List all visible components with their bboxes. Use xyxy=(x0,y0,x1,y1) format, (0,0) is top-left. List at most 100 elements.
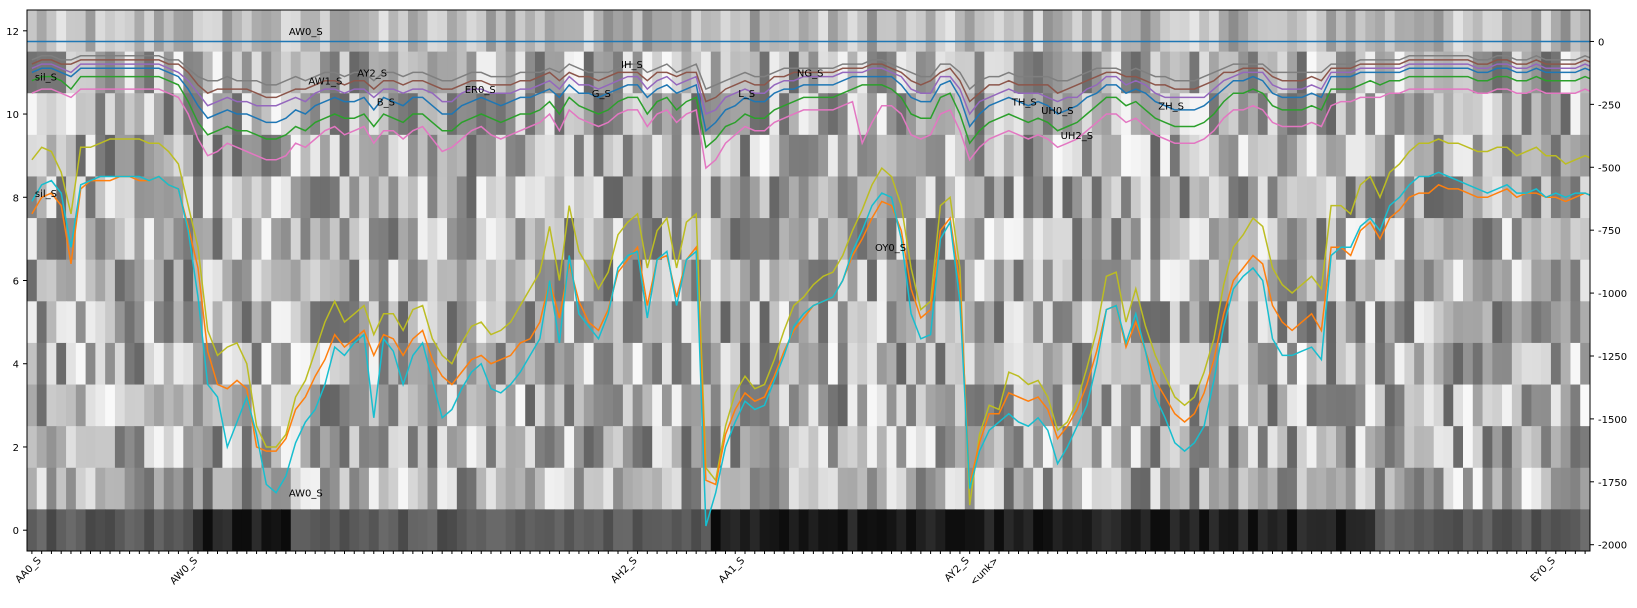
heatmap-cell xyxy=(1531,134,1542,178)
heatmap-cell xyxy=(1502,467,1513,510)
heatmap-cell xyxy=(749,467,761,510)
heatmap-cell xyxy=(1257,467,1269,510)
heatmap-cell xyxy=(1580,176,1590,219)
heatmap-cell xyxy=(407,342,419,386)
heatmap-cell xyxy=(1404,51,1415,94)
heatmap-cell xyxy=(320,93,331,136)
heatmap-cell xyxy=(1326,93,1337,136)
heatmap-cell xyxy=(1042,467,1054,510)
heatmap-cell xyxy=(290,93,302,136)
heatmap-cell xyxy=(974,218,985,261)
heatmap-cell xyxy=(554,218,565,261)
heatmap-cell xyxy=(388,93,399,136)
heatmap-cell xyxy=(1140,426,1152,469)
heatmap-cell xyxy=(1463,384,1474,427)
heatmap-cell xyxy=(1511,259,1523,302)
heatmap-cell xyxy=(1375,134,1386,178)
heatmap-cell xyxy=(124,93,136,136)
heatmap-cell xyxy=(437,10,448,53)
heatmap-cell xyxy=(1179,51,1191,94)
heatmap-cell xyxy=(1375,259,1386,302)
heatmap-cell xyxy=(828,384,839,427)
heatmap-cell xyxy=(730,342,741,386)
heatmap-cell xyxy=(27,134,38,178)
heatmap-cell xyxy=(1423,176,1435,219)
heatmap-cell xyxy=(193,426,204,469)
heatmap-cell xyxy=(310,51,321,94)
heatmap-cell xyxy=(1062,93,1073,136)
heatmap-cell xyxy=(251,384,263,427)
heatmap-cell xyxy=(769,134,780,178)
heatmap-cell xyxy=(280,342,292,386)
heatmap-cell xyxy=(486,426,497,469)
heatmap-cell xyxy=(1091,467,1103,510)
heatmap-cell xyxy=(1423,10,1435,53)
heatmap-cell xyxy=(1091,509,1103,551)
heatmap-cell xyxy=(847,218,858,261)
heatmap-cell xyxy=(681,218,692,261)
heatmap-cell xyxy=(163,384,175,427)
heatmap-cell xyxy=(417,218,429,261)
point-label: NG_S xyxy=(797,68,824,79)
heatmap-cell xyxy=(183,259,194,302)
heatmap-cell xyxy=(1160,342,1171,386)
heatmap-cell xyxy=(534,93,546,136)
heatmap-cell xyxy=(1091,384,1103,427)
heatmap-cell xyxy=(280,384,292,427)
heatmap-cell xyxy=(691,259,702,302)
heatmap-cell xyxy=(1130,342,1142,386)
heatmap-cell xyxy=(652,426,663,469)
heatmap-cell xyxy=(525,176,536,219)
heatmap-cell xyxy=(1433,426,1445,469)
heatmap-cell xyxy=(505,259,517,302)
heatmap-cell xyxy=(202,259,214,302)
heatmap-cell xyxy=(1375,93,1386,136)
heatmap-cell xyxy=(261,342,272,386)
heatmap-cell xyxy=(1111,509,1122,551)
heatmap-cell xyxy=(153,467,165,510)
heatmap-cell xyxy=(564,384,575,427)
heatmap-cell xyxy=(955,509,966,551)
heatmap-cell xyxy=(173,218,184,261)
heatmap-cell xyxy=(603,10,614,53)
heatmap-cell xyxy=(710,51,722,94)
heatmap-cell xyxy=(193,93,204,136)
heatmap-cell xyxy=(388,467,399,510)
heatmap-cell xyxy=(36,301,48,344)
heatmap-cell xyxy=(886,342,898,386)
heatmap-cell xyxy=(1306,384,1318,427)
heatmap-cell xyxy=(359,218,370,261)
heatmap-cell xyxy=(788,342,800,386)
heatmap-cell xyxy=(85,134,96,178)
heatmap-cell xyxy=(1492,51,1503,94)
heatmap-cell xyxy=(320,134,331,178)
heatmap-cell xyxy=(1238,218,1249,261)
heatmap-cell xyxy=(46,51,57,94)
heatmap-cell xyxy=(46,259,57,302)
heatmap-cell xyxy=(671,218,683,261)
heatmap-cell xyxy=(564,10,575,53)
heatmap-cell xyxy=(290,301,302,344)
heatmap-cell xyxy=(1023,384,1034,427)
heatmap-cell xyxy=(857,10,868,53)
heatmap-cell xyxy=(1003,509,1015,551)
heatmap-cell xyxy=(1169,301,1181,344)
heatmap-cell xyxy=(1091,10,1103,53)
heatmap-cell xyxy=(1404,218,1415,261)
heatmap-cell xyxy=(163,134,175,178)
heatmap-cell xyxy=(368,259,380,302)
heatmap-cell xyxy=(1560,467,1572,510)
heatmap-cell xyxy=(828,218,839,261)
heatmap-cell xyxy=(222,384,233,427)
heatmap-cell xyxy=(349,259,360,302)
heatmap-cell xyxy=(1101,301,1112,344)
heatmap-cell xyxy=(1140,467,1152,510)
heatmap-cell xyxy=(222,509,233,551)
heatmap-cell xyxy=(720,467,731,510)
heatmap-cell xyxy=(310,176,321,219)
heatmap-cell xyxy=(183,218,194,261)
heatmap-cell xyxy=(36,467,48,510)
heatmap-cell xyxy=(349,384,360,427)
heatmap-cell xyxy=(241,259,253,302)
heatmap-cell xyxy=(886,134,898,178)
